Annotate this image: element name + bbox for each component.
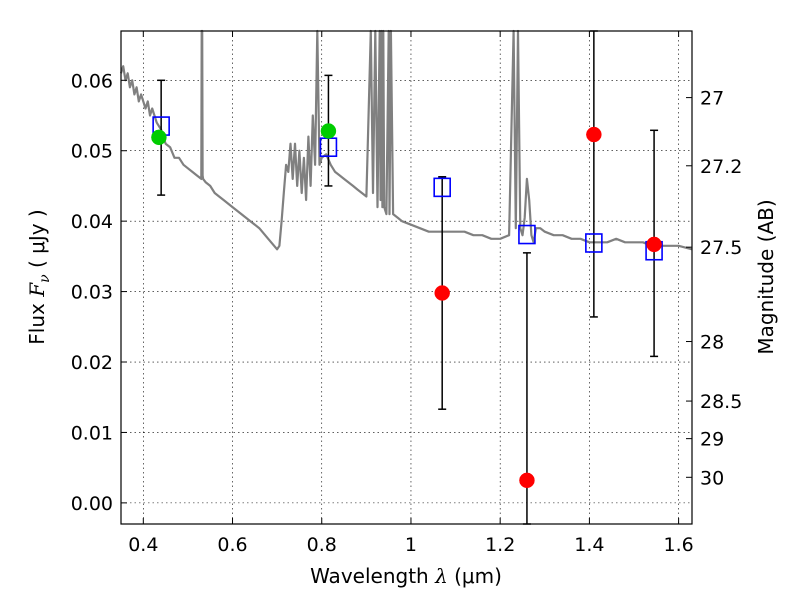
y2-axis-label: Magnitude (AB) bbox=[754, 199, 778, 354]
y-tick-label: 0.00 bbox=[71, 493, 113, 515]
y2-tick-label: 27.5 bbox=[700, 237, 742, 259]
y2-tick-label: 28.5 bbox=[700, 391, 742, 413]
y-tick-label: 0.02 bbox=[71, 352, 113, 374]
y2-tick-label: 29 bbox=[700, 429, 724, 451]
y-tick-label: 0.04 bbox=[71, 211, 113, 233]
model-spectrum-line bbox=[119, 29, 693, 251]
x-tick-label: 0.4 bbox=[128, 534, 158, 556]
y2-tick-label: 30 bbox=[700, 467, 724, 489]
axis-ticks: 0.4 0.6 0.8 1 1.2 1.4 1.6 0.00 0.01 0.02 0.03 0.04 0… bbox=[71, 31, 742, 556]
x-tick-label: 0.8 bbox=[307, 534, 337, 556]
y2-tick-label: 27 bbox=[700, 88, 724, 110]
x-tick-label: 1.2 bbox=[485, 534, 515, 556]
observed-flux-marker bbox=[646, 236, 662, 253]
y-tick-label: 0.06 bbox=[71, 70, 113, 92]
x-axis-label: Wavelength λ (μm) bbox=[310, 564, 502, 588]
model-band-flux-marker bbox=[518, 224, 536, 245]
x-tick-label: 1.4 bbox=[574, 534, 604, 556]
observed-flux-marker bbox=[519, 472, 535, 489]
y-tick-label: 0.03 bbox=[71, 282, 113, 304]
x-tick-label: 1 bbox=[405, 534, 417, 556]
x-tick-label: 1.6 bbox=[664, 534, 694, 556]
x-tick-label: 0.6 bbox=[217, 534, 247, 556]
y-tick-label: 0.01 bbox=[71, 422, 113, 444]
y2-tick-label: 28 bbox=[700, 332, 724, 354]
plot-frame bbox=[120, 30, 693, 525]
y-axis-label: Flux Fν ( μJy ) bbox=[25, 209, 53, 344]
observed-flux-marker bbox=[151, 129, 167, 146]
observed-flux-marker bbox=[320, 123, 337, 139]
y2-tick-label: 27.2 bbox=[700, 156, 742, 178]
plot-series bbox=[119, 29, 693, 525]
observed-flux-marker bbox=[586, 126, 602, 143]
model-band-flux-marker bbox=[433, 177, 451, 198]
grid bbox=[121, 31, 692, 524]
y-tick-label: 0.05 bbox=[71, 141, 113, 163]
observed-flux-marker bbox=[434, 285, 450, 301]
model-band-flux-marker bbox=[585, 233, 603, 253]
